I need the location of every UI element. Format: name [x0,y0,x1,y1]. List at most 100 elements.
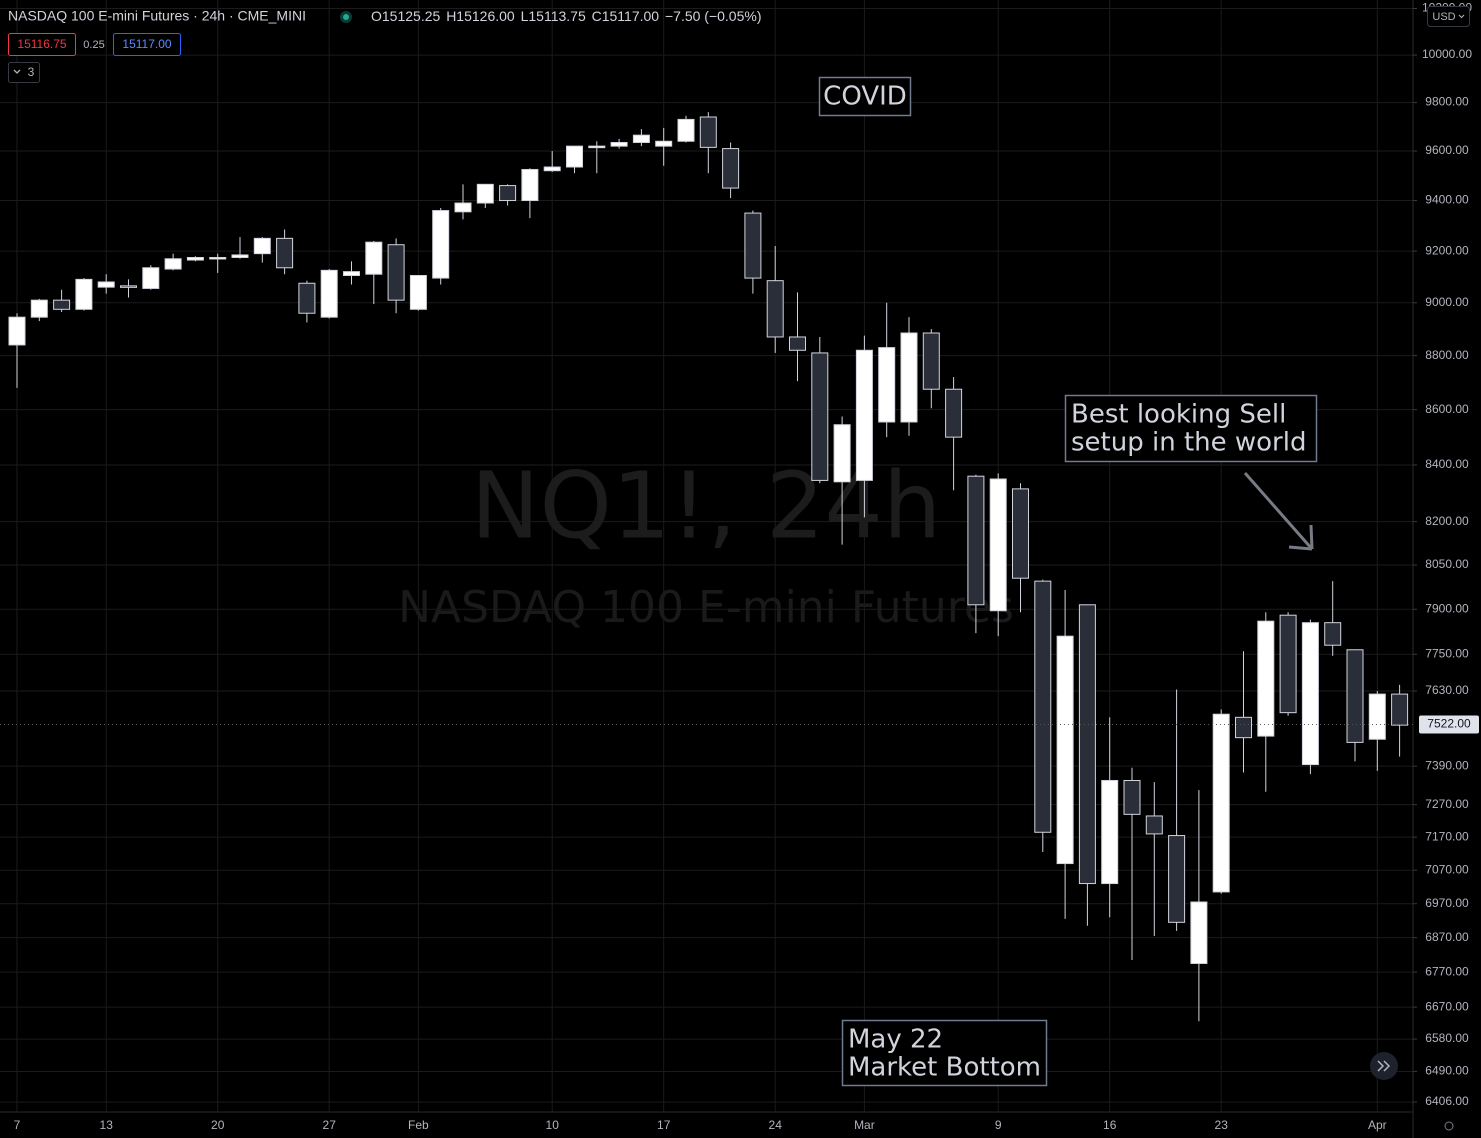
y-tick-label: 8050.00 [1425,557,1469,571]
candle-body [1034,580,1052,833]
candle-body [811,352,829,481]
candle-body [1235,716,1252,739]
candle-body [186,256,204,261]
x-tick-label: Feb [408,1118,429,1132]
candle-body [1346,649,1364,743]
y-tick-label: 9800.00 [1425,95,1469,109]
candle-body [454,202,472,213]
ohlc-legend: O15125.25 H15126.00 L15113.75 C15117.00 … [371,8,762,24]
candle-body [855,349,873,481]
candle-body [922,332,940,390]
candle-body [521,168,539,202]
candle-body [1301,622,1319,766]
last-price-box [1419,715,1479,734]
y-tick-label: 7170.00 [1425,829,1469,843]
candle-body [1101,779,1119,885]
candle-body [499,185,517,202]
y-tick-label: 7070.00 [1425,862,1469,876]
candle-body [276,237,294,269]
y-tick-label: 7750.00 [1425,646,1469,660]
candle-body [766,280,784,338]
candle-body [142,267,160,289]
y-tick-label: 6490.00 [1425,1064,1469,1078]
y-tick-label: 8400.00 [1425,457,1469,471]
candle-body [900,332,918,423]
x-tick-label: 7 [14,1118,21,1132]
annotation-text: COVID [823,82,907,112]
x-tick-label: Apr [1368,1118,1387,1132]
candle-body [209,256,227,260]
candle-body [744,212,762,279]
candle-body [1056,635,1074,865]
settings-icon[interactable] [1444,1121,1454,1131]
indicator-toggle[interactable] [8,62,40,83]
candle-body [120,285,137,288]
candle-body [1012,488,1029,579]
y-tick-label: 6580.00 [1425,1031,1469,1045]
x-tick-label: 10 [546,1118,560,1132]
indicator-count: 3 [28,65,35,79]
x-tick-label: 9 [995,1118,1002,1132]
candle-body [655,140,673,147]
annotation-text: setup in the world [1071,428,1306,458]
candle-body [53,299,71,310]
x-tick-label: 16 [1103,1118,1117,1132]
candle-body [1168,835,1186,923]
candle-body [632,134,650,143]
candle-body [1368,693,1386,740]
y-tick-label: 9000.00 [1425,295,1469,309]
candle-body [1212,713,1230,893]
y-tick-label: 7630.00 [1425,683,1469,697]
x-tick-label: 24 [769,1118,783,1132]
candle-body [566,145,583,168]
bid-price: 15116.75 [17,37,66,51]
candle-body [75,278,93,310]
candle-body [677,118,695,142]
ask-box[interactable] [113,33,181,56]
y-tick-label: 6670.00 [1425,999,1469,1013]
candle-body [97,281,115,288]
annotation-box[interactable] [1064,394,1318,463]
bid-box[interactable] [8,33,76,56]
candle-body [432,210,450,279]
annotation-text: Market Bottom [848,1053,1041,1083]
last-price-label: 7522.00 [1427,717,1471,731]
x-tick-label: 13 [100,1118,114,1132]
y-tick-label: 6970.00 [1425,896,1469,910]
candle-body [699,116,717,148]
currency-button[interactable] [1427,6,1470,27]
annotation-box[interactable] [841,1019,1048,1087]
candle-body [343,271,360,276]
y-tick-label: 7900.00 [1425,601,1469,615]
candle-body [945,388,963,438]
y-tick-label: 9400.00 [1425,193,1469,207]
candle-body [1257,620,1275,737]
y-tick-label: 6770.00 [1425,964,1469,978]
annotation-arrow[interactable] [1243,472,1314,551]
y-tick-label: 9600.00 [1425,143,1469,157]
double-chevron-icon [1377,1060,1391,1072]
candle-body [1078,604,1096,885]
candle-body [789,336,806,351]
candle-body [1190,901,1208,964]
candle-body [387,244,405,301]
y-tick-label: 7390.00 [1425,758,1469,772]
candle-body [253,237,271,255]
chevron-icon [1458,14,1465,19]
candle-body [588,145,606,149]
annotation-box[interactable] [818,76,912,117]
ohlc-open: O15125.25 [371,8,440,24]
candle-body [164,258,182,270]
y-tick-label: 8600.00 [1425,402,1469,416]
candle-body [878,347,896,423]
annotation-text: Best looking Sell [1071,400,1286,430]
y-tick-label: 6870.00 [1425,930,1469,944]
candle-body [833,424,851,483]
y-tick-label: 9200.00 [1425,243,1469,257]
x-tick-label: 20 [211,1118,225,1132]
candle-body [320,269,338,318]
candle-body [722,148,740,189]
candle-body [231,254,249,258]
